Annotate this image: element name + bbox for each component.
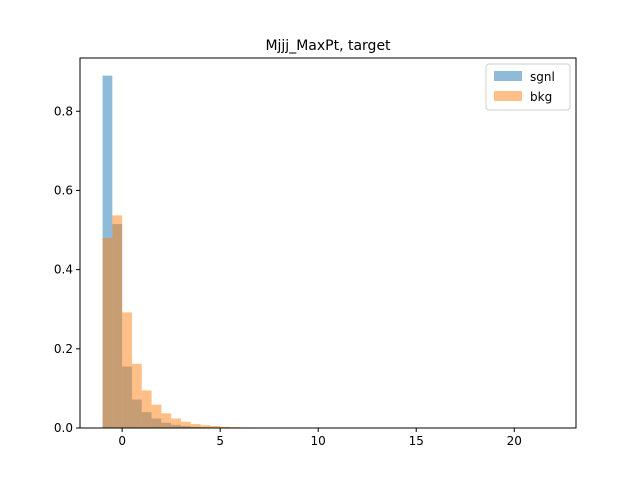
bkg-bar	[131, 363, 142, 428]
legend-swatch-bkg	[494, 91, 522, 101]
plot-frame	[79, 57, 577, 429]
bkg-bar	[161, 413, 172, 428]
bars-layer	[102, 75, 279, 429]
bkg-bar	[102, 237, 113, 428]
bkg-bar	[112, 215, 123, 428]
x-tick-label: 0	[118, 434, 126, 448]
bkg-bar	[151, 404, 162, 428]
bkg-bar	[141, 390, 152, 428]
chart-title: Mjjj_MaxPt, target	[265, 38, 391, 54]
bkg-bar	[210, 426, 221, 428]
legend-swatch-sgnl	[494, 71, 522, 81]
y-tick-label: 0.0	[54, 421, 73, 435]
x-tick-label: 5	[216, 434, 224, 448]
legend-label-bkg: bkg	[530, 90, 552, 104]
bkg-bar	[180, 421, 191, 428]
x-tick-label: 10	[311, 434, 326, 448]
bkg-bar	[122, 312, 132, 428]
legend: sgnl bkg	[485, 63, 571, 111]
y-tick-label: 0.4	[54, 263, 73, 277]
legend-box	[485, 63, 571, 111]
y-tick-label: 0.2	[54, 342, 73, 356]
x-tick-label: 20	[507, 434, 522, 448]
bkg-bar	[200, 425, 211, 428]
bkg-bar	[190, 424, 201, 428]
bkg-bar	[220, 426, 230, 428]
bkg-bar	[171, 418, 181, 428]
y-tick-label: 0.6	[54, 183, 73, 197]
ticks-layer: 0 5 10 15 20 0.0 0.2 0.4 0.6 0.8	[54, 104, 522, 448]
x-tick-label: 15	[409, 434, 424, 448]
y-tick-label: 0.8	[54, 104, 73, 118]
legend-label-sgnl: sgnl	[530, 70, 555, 84]
